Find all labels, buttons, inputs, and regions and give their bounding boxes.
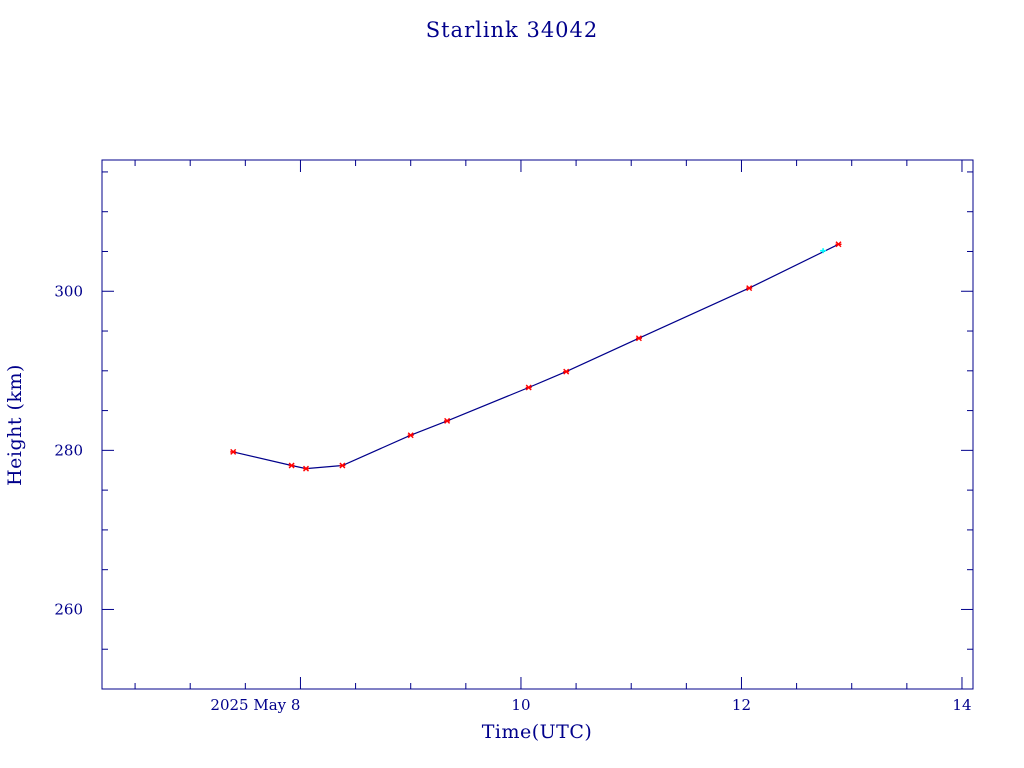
data-point	[746, 285, 753, 292]
x-tick-label: 10	[511, 696, 530, 714]
y-axis-label: Height (km)	[4, 364, 26, 486]
data-point	[444, 417, 451, 424]
x-tick-label: 2025 May 8	[210, 696, 300, 714]
x-tick-label: 14	[952, 696, 971, 714]
axis-tick-labels: 2025 May 8 10 12 14 260 280 300	[54, 282, 971, 714]
axis-ticks	[102, 160, 973, 690]
data-point	[835, 241, 842, 248]
data-point	[230, 448, 237, 455]
series-line	[233, 243, 839, 470]
y-tick-label: 280	[54, 441, 83, 459]
data-point	[635, 335, 642, 342]
data-series	[230, 241, 842, 472]
x-axis-label: Time(UTC)	[482, 721, 593, 743]
data-point	[407, 432, 414, 439]
highlight-point	[820, 248, 827, 254]
plot-frame	[101, 159, 974, 690]
x-tick-label: 12	[732, 696, 751, 714]
y-tick-label: 260	[54, 600, 83, 618]
y-tick-label: 300	[54, 282, 83, 300]
data-point	[525, 384, 532, 391]
data-point	[563, 368, 570, 375]
data-point	[288, 462, 295, 469]
chart-title: Starlink 34042	[426, 18, 599, 42]
data-point	[303, 465, 309, 472]
data-point	[339, 462, 346, 469]
